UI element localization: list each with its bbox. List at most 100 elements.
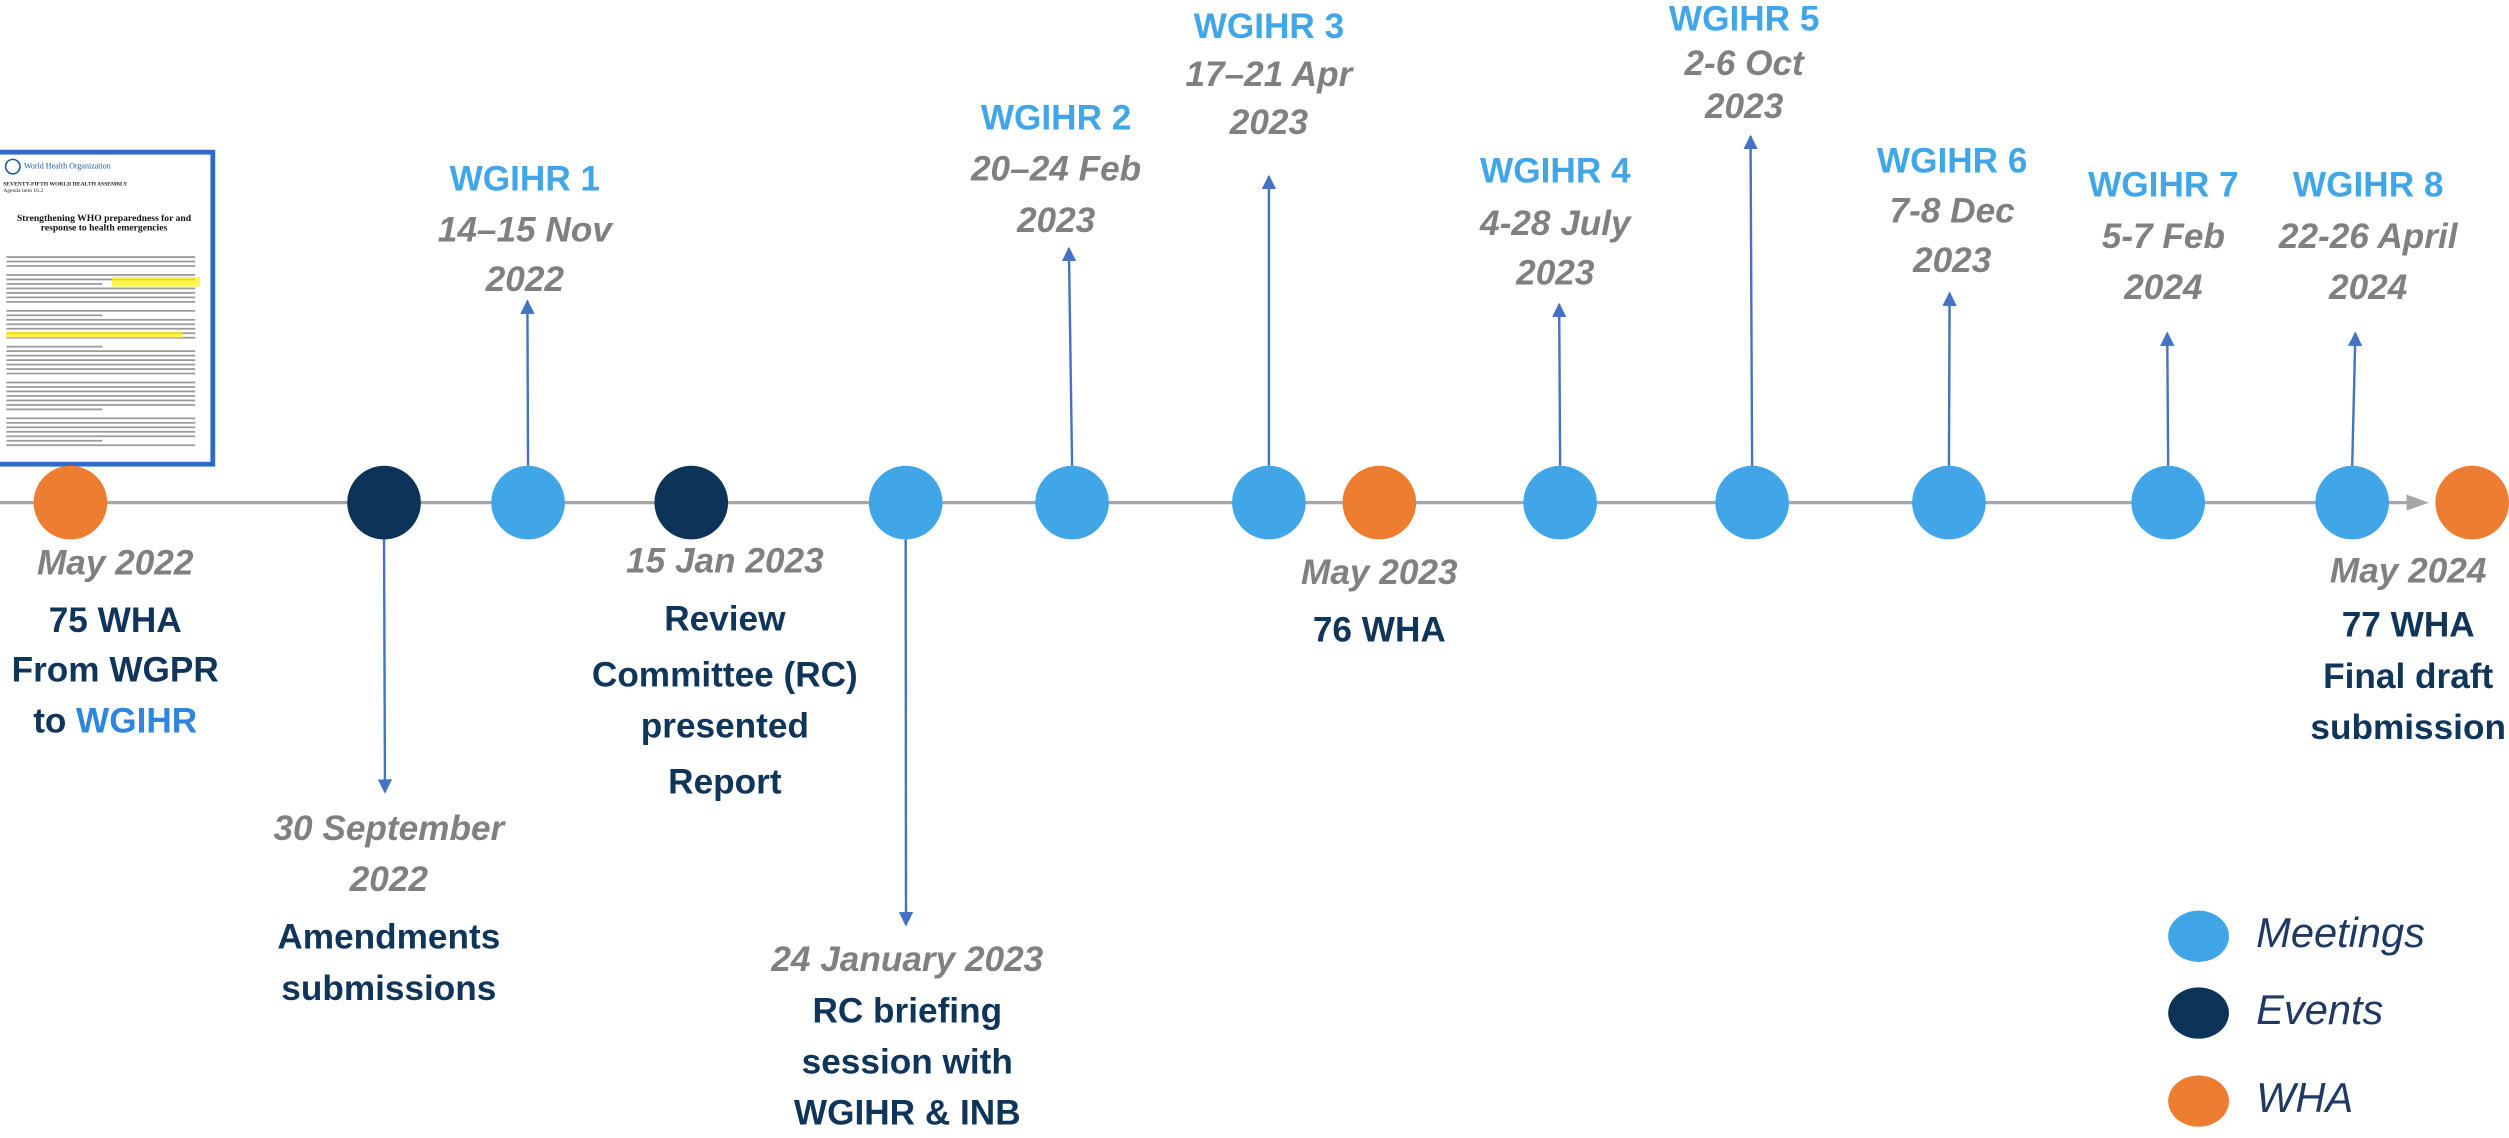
document-thumbnail: World Health Organization SEVENTY-FIFTH …: [0, 152, 213, 464]
node-meeting: [1232, 466, 1306, 540]
node-date: 14–15 Nov: [438, 210, 615, 249]
doc-line: [6, 373, 195, 375]
node-date: 4-28 July: [1479, 204, 1633, 243]
connector-arrow: [1559, 304, 1560, 466]
doc-line: [6, 310, 195, 312]
doc-line: [6, 346, 102, 348]
doc-line: [6, 386, 195, 388]
doc-line: [6, 444, 195, 446]
node-meeting: [2131, 466, 2205, 540]
node-date: 20–24 Feb: [970, 150, 1141, 189]
node-date: 2-6 Oct: [1683, 44, 1805, 83]
legend-swatch: [2168, 911, 2229, 962]
node-label: Amendments: [277, 918, 500, 957]
node-event: [347, 466, 421, 540]
node-title: WGIHR 5: [1669, 0, 1820, 38]
node-date: 2023: [1016, 201, 1096, 240]
node-label: From WGPR: [12, 651, 219, 690]
doc-line: [6, 417, 195, 419]
node-meeting: [1523, 466, 1597, 540]
doc-line: [6, 283, 102, 285]
legend: MeetingsEventsWHA: [2168, 909, 2425, 1126]
node-meeting: [491, 466, 565, 540]
node-date: 2024: [2328, 268, 2407, 307]
node-date: 2022: [349, 860, 429, 899]
node-date: 2023: [1912, 241, 1992, 280]
node-title: WGIHR 4: [1480, 151, 1631, 190]
doc-highlight: [112, 277, 200, 287]
doc-line: [6, 440, 102, 442]
node-title: WGIHR 8: [2293, 166, 2444, 205]
node-date: May 2023: [1301, 553, 1458, 592]
doc-line: [6, 382, 195, 384]
node-meeting: [1912, 466, 1986, 540]
legend-label: Events: [2256, 986, 2383, 1033]
doc-title: Strengthening WHO preparedness for and r…: [3, 215, 205, 234]
doc-line: [6, 319, 195, 321]
doc-agenda: Agenda item 16.2: [3, 188, 43, 194]
doc-line: [6, 404, 195, 406]
doc-highlight: [6, 331, 182, 337]
connector-arrow: [1949, 293, 1950, 466]
node-title: WGIHR 6: [1877, 142, 2028, 181]
node-meeting: [869, 466, 943, 540]
node-title: WGIHR 3: [1194, 7, 1345, 46]
node-wha: [34, 466, 108, 540]
node-meeting: [1035, 466, 1109, 540]
doc-line: [6, 409, 102, 411]
node-date: 2023: [1515, 254, 1595, 293]
doc-line: [6, 431, 195, 433]
node-label: Final draft: [2323, 657, 2493, 696]
connector-arrow: [2167, 333, 2168, 466]
node-label: 77 WHA: [2342, 606, 2475, 645]
doc-line: [6, 368, 195, 370]
doc-line: [6, 350, 195, 352]
timeline-arrowhead: [2407, 495, 2429, 511]
doc-line: [6, 301, 195, 303]
node-label: submissions: [281, 969, 496, 1008]
doc-org: World Health Organization: [24, 161, 111, 170]
connector-arrow: [527, 301, 528, 466]
node-date: 2023: [1229, 103, 1309, 142]
doc-line: [6, 395, 195, 397]
doc-title-box: Strengthening WHO preparedness for and r…: [3, 215, 205, 247]
doc-line: [6, 328, 195, 330]
legend-swatch: [2168, 987, 2229, 1038]
node-date: 2022: [485, 260, 565, 299]
document-frame: [0, 152, 213, 464]
doc-line: [6, 400, 195, 402]
node-label: 76 WHA: [1313, 611, 1446, 650]
doc-line: [6, 391, 195, 393]
node-label: 75 WHA: [49, 601, 182, 640]
doc-line: [6, 265, 195, 267]
doc-line: [6, 274, 195, 276]
node-wha: [1343, 466, 1417, 540]
legend-swatch: [2168, 1075, 2229, 1126]
node-title: WGIHR 1: [450, 159, 601, 198]
doc-assembly: SEVENTY-FIFTH WORLD HEALTH ASSEMBLY: [3, 181, 127, 187]
doc-line: [6, 355, 195, 357]
doc-line: [6, 288, 195, 290]
doc-line: [6, 296, 195, 298]
node-date: 24 January 2023: [770, 940, 1043, 979]
doc-line: [6, 426, 195, 428]
doc-line: [6, 314, 102, 316]
node-label: presented: [641, 707, 809, 746]
connector-arrow: [1069, 248, 1072, 466]
node-label: Committee (RC): [592, 655, 858, 694]
node-label: WGIHR & INB: [794, 1094, 1021, 1133]
node-meeting: [1715, 466, 1789, 540]
connector-arrow: [1751, 136, 1753, 474]
doc-line: [6, 422, 195, 424]
node-date: May 2022: [37, 543, 194, 582]
node-label: Review: [664, 599, 786, 638]
doc-line: [6, 323, 195, 325]
label-part: WGIHR: [76, 702, 197, 741]
node-event: [654, 466, 728, 540]
connector-arrow: [384, 539, 385, 792]
node-title: WGIHR 2: [981, 98, 1132, 137]
doc-line: [6, 359, 195, 361]
node-wha: [2435, 466, 2509, 540]
